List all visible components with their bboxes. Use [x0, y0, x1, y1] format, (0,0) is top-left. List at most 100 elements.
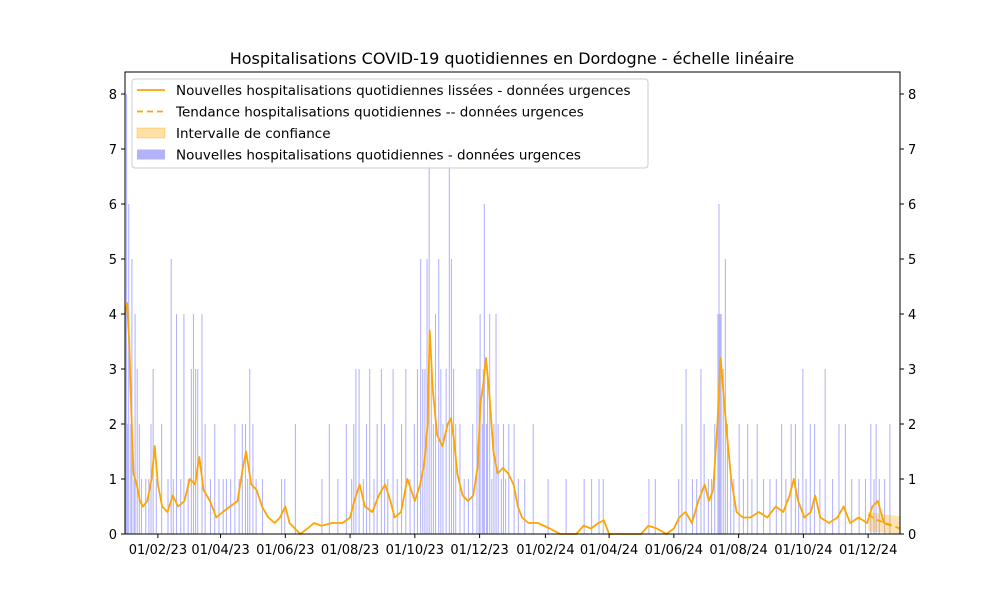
bar [602, 479, 604, 534]
bar [155, 479, 157, 534]
bar [438, 259, 440, 534]
bar [420, 259, 422, 534]
bar [707, 479, 709, 534]
bar [455, 424, 457, 534]
bar [691, 479, 693, 534]
bar [681, 424, 683, 534]
bar [838, 424, 840, 534]
bar [133, 479, 135, 534]
bar [195, 369, 197, 534]
bar [247, 479, 249, 534]
y-tick-label-left: 7 [109, 143, 117, 158]
bar [756, 424, 758, 534]
bar [524, 479, 526, 534]
y-tick-label-left: 1 [109, 473, 117, 488]
y-tick-label-left: 8 [109, 88, 117, 103]
bar [703, 424, 705, 534]
bar [187, 479, 189, 534]
bar [401, 424, 403, 534]
bar [459, 424, 461, 534]
bar [489, 314, 491, 534]
bar [873, 479, 875, 534]
bar [719, 314, 721, 534]
bar [467, 479, 469, 534]
bar [405, 369, 407, 534]
bar [145, 479, 147, 534]
bar [294, 424, 296, 534]
y-tick-label-left: 0 [109, 528, 117, 543]
legend-label: Intervalle de confiance [176, 126, 331, 142]
bar [858, 479, 860, 534]
x-tick-label: 01/04/23 [191, 543, 249, 558]
smoothed-line [124, 302, 891, 535]
bar [201, 314, 203, 534]
y-tick-label-left: 3 [109, 363, 117, 378]
bar [832, 479, 834, 534]
bar [384, 424, 386, 534]
bar [505, 479, 507, 534]
bar [819, 479, 821, 534]
bar [131, 259, 133, 534]
bar [491, 479, 493, 534]
y-tick-label-right: 7 [908, 143, 916, 158]
y-axis-left: 0 1 2 3 4 5 6 7 8 [109, 88, 125, 543]
legend-label: Nouvelles hospitalisations quotidiennes … [176, 83, 630, 99]
bar [722, 369, 724, 534]
bar [508, 424, 510, 534]
y-tick-label-left: 4 [109, 308, 117, 323]
x-tick-label: 01/06/23 [256, 543, 314, 558]
bar [685, 369, 687, 534]
trend-dashed-line [867, 513, 901, 530]
bar [747, 424, 749, 534]
x-tick-label: 01/02/23 [129, 543, 187, 558]
bar [180, 479, 182, 534]
bar [416, 369, 419, 534]
bar [720, 314, 722, 534]
bar [252, 424, 254, 534]
bar [328, 424, 330, 534]
bar [337, 479, 339, 534]
bar [387, 479, 389, 534]
bar [351, 479, 353, 534]
bar [430, 369, 432, 534]
bar [824, 369, 826, 534]
lines-layer [124, 302, 901, 535]
bar [794, 424, 796, 534]
bar [442, 424, 444, 534]
bar [255, 479, 257, 534]
bar [183, 314, 185, 534]
plot-frame [124, 71, 901, 535]
bar [422, 369, 424, 534]
x-tick-label: 01/08/23 [321, 543, 379, 558]
y-tick-label-left: 5 [109, 253, 117, 268]
bar [493, 424, 495, 534]
bar [249, 369, 251, 534]
bar [244, 424, 247, 534]
bar [711, 479, 713, 534]
bar [726, 424, 729, 534]
x-tick-label: 01/04/24 [580, 543, 638, 558]
bar [362, 479, 364, 534]
y-tick-label-right: 8 [908, 88, 916, 103]
legend-band-swatch [136, 127, 166, 139]
bar [790, 424, 792, 534]
y-tick-label-left: 2 [109, 418, 117, 433]
bar [209, 479, 211, 534]
bar [136, 369, 138, 534]
bar [481, 424, 483, 534]
bar [225, 479, 227, 534]
bar [730, 479, 732, 534]
bar [175, 314, 178, 534]
y-tick-label-right: 1 [908, 473, 916, 488]
bar [218, 479, 220, 534]
bar [769, 479, 771, 534]
bar [396, 479, 398, 534]
bar [751, 479, 753, 534]
bar [809, 424, 811, 534]
bar [450, 259, 452, 534]
bar [234, 424, 236, 534]
bar [167, 479, 169, 534]
x-axis: 01/02/23 01/04/23 01/06/23 01/08/23 01/10/23… [129, 534, 897, 558]
bar [463, 479, 465, 534]
